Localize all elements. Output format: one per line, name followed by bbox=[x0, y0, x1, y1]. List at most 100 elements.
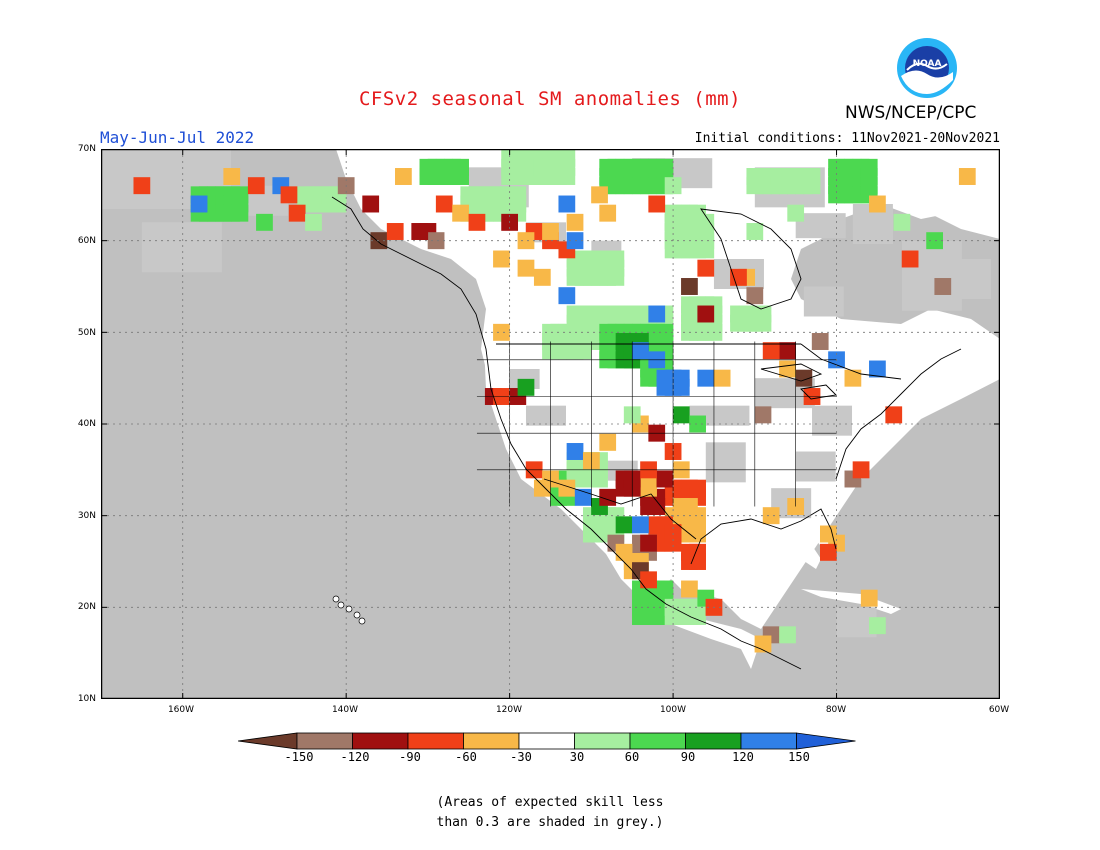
coastline bbox=[690, 508, 837, 565]
anomaly-cell bbox=[860, 589, 878, 607]
anomaly-cell bbox=[223, 168, 241, 185]
lat-label-40n: 40N bbox=[77, 419, 96, 429]
anomaly-cell bbox=[648, 305, 666, 323]
anomaly-cell bbox=[656, 470, 674, 488]
soil-moisture-anomaly-map bbox=[101, 149, 1000, 699]
anomaly-cell bbox=[697, 241, 715, 259]
low-skill-patch bbox=[803, 286, 844, 317]
anomaly-cell bbox=[493, 323, 510, 341]
anomaly-cell bbox=[689, 608, 706, 625]
anomaly-cell bbox=[533, 268, 551, 286]
anomaly-cell bbox=[746, 223, 764, 240]
svg-text:NOAA: NOAA bbox=[913, 59, 942, 69]
colorbar-box bbox=[629, 732, 686, 750]
low-skill-patch bbox=[525, 405, 566, 426]
colorbar-label: 150 bbox=[788, 750, 810, 764]
anomaly-cell bbox=[934, 278, 952, 295]
anomaly-cell bbox=[901, 250, 919, 268]
anomaly-cell bbox=[819, 543, 837, 561]
anomaly-cell bbox=[648, 498, 666, 515]
anomaly-cell bbox=[574, 305, 592, 323]
anomaly-cell bbox=[697, 369, 715, 387]
island bbox=[353, 611, 361, 619]
anomaly-cell bbox=[517, 259, 535, 277]
anomaly-cell bbox=[591, 186, 608, 204]
anomaly-cell bbox=[395, 168, 412, 185]
anomaly-cell bbox=[599, 488, 617, 506]
anomaly-cell bbox=[795, 369, 813, 387]
colorbar bbox=[238, 732, 856, 750]
anomaly-cell bbox=[672, 378, 690, 396]
island bbox=[337, 601, 345, 609]
colorbar-label: -150 bbox=[284, 750, 314, 764]
colorbar-box bbox=[407, 732, 464, 750]
colorbar-label: -30 bbox=[510, 750, 532, 764]
anomaly-cell bbox=[362, 195, 380, 213]
lat-label-70n: 70N bbox=[77, 144, 96, 154]
lon-label-120w: 120W bbox=[495, 705, 523, 715]
anomaly-cell bbox=[640, 571, 657, 589]
anomaly-cell bbox=[713, 369, 731, 387]
anomaly-cell bbox=[885, 406, 903, 424]
lon-label-80w: 80W bbox=[825, 705, 847, 715]
low-skill-patch bbox=[141, 222, 222, 273]
lat-label-10n: 10N bbox=[77, 694, 96, 704]
colorbar-label: 60 bbox=[624, 750, 640, 764]
anomaly-cell bbox=[926, 232, 943, 250]
anomaly-cell bbox=[664, 534, 682, 552]
anomaly-cell bbox=[566, 443, 584, 460]
lon-label-100w: 100W bbox=[659, 705, 687, 715]
anomaly-cell bbox=[689, 223, 706, 240]
anomaly-cell bbox=[468, 213, 486, 231]
coastline bbox=[800, 384, 837, 400]
anomaly-cell bbox=[632, 342, 649, 360]
anomaly-cell bbox=[231, 204, 249, 222]
anomaly-cell bbox=[411, 223, 429, 240]
anomaly-cell bbox=[599, 204, 617, 222]
anomaly-cell bbox=[280, 186, 298, 204]
anomaly-cell bbox=[615, 516, 633, 534]
anomaly-cell bbox=[632, 516, 649, 534]
lat-label-60n: 60N bbox=[77, 236, 96, 246]
anomaly-cell bbox=[689, 415, 706, 433]
colorbar-box bbox=[463, 732, 520, 750]
anomaly-cell bbox=[435, 195, 453, 213]
low-skill-patch bbox=[705, 442, 746, 483]
anomaly-cell bbox=[648, 195, 666, 213]
lon-label-160w: 160W bbox=[167, 705, 195, 715]
colorbar-box bbox=[574, 732, 631, 750]
coastline bbox=[543, 478, 697, 540]
anomaly-cell bbox=[803, 177, 821, 195]
map-title: CFSv2 seasonal SM anomalies (mm) bbox=[358, 88, 742, 110]
footnote-line: than 0.3 are shaded in grey.) bbox=[436, 815, 664, 830]
anomaly-cell bbox=[190, 195, 208, 213]
anomaly-cell bbox=[852, 461, 870, 479]
lat-label-50n: 50N bbox=[77, 328, 96, 338]
coastline bbox=[800, 343, 902, 380]
anomaly-cell bbox=[288, 204, 306, 222]
anomaly-cell bbox=[697, 305, 715, 323]
agency-label: NWS/NCEP/CPC bbox=[845, 103, 977, 123]
colorbar-label: 90 bbox=[680, 750, 696, 764]
anomaly-cell bbox=[566, 213, 584, 231]
anomaly-cell bbox=[386, 223, 404, 240]
anomaly-cell bbox=[329, 195, 347, 213]
coastline bbox=[760, 363, 823, 382]
anomaly-cell bbox=[558, 168, 576, 185]
anomaly-cell bbox=[869, 195, 886, 213]
lat-label-30n: 30N bbox=[77, 511, 96, 521]
anomaly-cell bbox=[558, 479, 576, 497]
anomaly-cell bbox=[689, 525, 706, 543]
anomaly-cell bbox=[754, 314, 772, 332]
colorbar-box bbox=[296, 732, 353, 750]
anomaly-cell bbox=[305, 213, 322, 231]
coastline bbox=[700, 208, 802, 310]
anomaly-cell bbox=[133, 177, 151, 195]
colorbar-label: -60 bbox=[455, 750, 477, 764]
colorbar-arrow-right bbox=[796, 732, 856, 750]
anomaly-cell bbox=[517, 232, 535, 250]
anomaly-cell bbox=[697, 259, 715, 277]
colorbar-label: -120 bbox=[340, 750, 370, 764]
anomaly-cell bbox=[869, 360, 886, 378]
anomaly-cell bbox=[599, 433, 617, 451]
